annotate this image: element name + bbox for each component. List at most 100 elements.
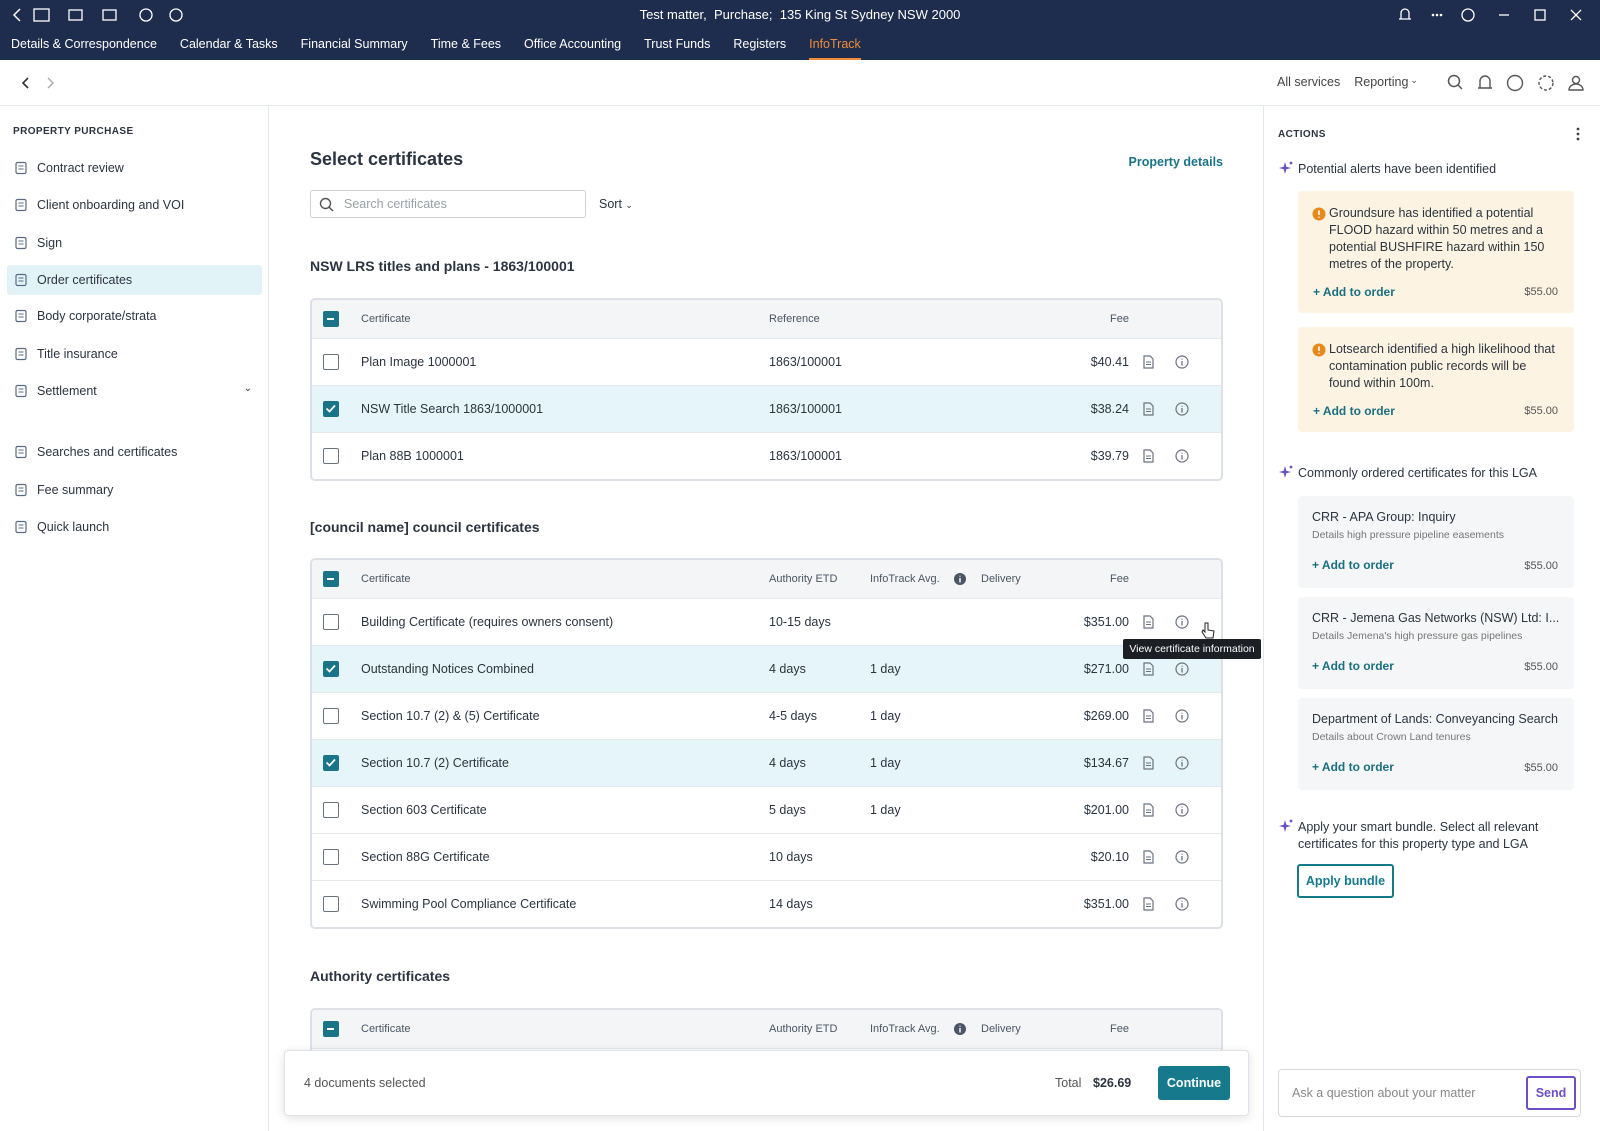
sidebar-item-label: Contract review	[37, 161, 124, 175]
certificate-name: Building Certificate (requires owners co…	[361, 615, 614, 629]
tab[interactable]: Calendar & Tasks	[179, 37, 278, 51]
row-checkbox[interactable]	[323, 755, 339, 771]
row-checkbox[interactable]	[323, 802, 339, 818]
selected-count: 4 documents selected	[304, 1076, 426, 1090]
row-checkbox[interactable]	[323, 448, 339, 464]
suggestion-card: Department of Lands: Conveyancing Search…	[1298, 698, 1574, 790]
sidebar-item[interactable]: Order certificates	[7, 265, 262, 295]
tab[interactable]: Financial Summary	[300, 37, 408, 51]
row-checkbox[interactable]	[323, 896, 339, 912]
sidebar-heading: PROPERTY PURCHASE	[13, 126, 134, 137]
doc-lines	[1146, 408, 1151, 412]
tab[interactable]: Office Accounting	[524, 37, 622, 51]
doc-outline	[1143, 709, 1154, 723]
check-path	[325, 404, 336, 413]
sidebar-item[interactable]: Fee summary	[7, 475, 262, 505]
sidebar-item[interactable]: Searches and certificates	[7, 437, 262, 467]
row-checkbox[interactable]	[323, 849, 339, 865]
add-to-order[interactable]: + Add to order	[1313, 404, 1395, 418]
select-all-checkbox[interactable]	[323, 571, 339, 587]
tab[interactable]: Registers	[733, 37, 787, 51]
nav-arrows[interactable]	[18, 75, 58, 91]
sort-button[interactable]: Sort ⌄	[599, 197, 633, 211]
row-checkbox[interactable]	[323, 708, 339, 724]
top-link[interactable]: Reporting	[1354, 75, 1409, 89]
search-box[interactable]: Search certificates	[310, 190, 586, 218]
add-to-order[interactable]: + Add to order	[1312, 659, 1394, 673]
add-to-order[interactable]: + Add to order	[1313, 285, 1395, 299]
page-title: Select certificates	[310, 149, 464, 169]
certificate-name: Swimming Pool Compliance Certificate	[361, 897, 577, 911]
apply-bundle-button[interactable]: Apply bundle	[1297, 864, 1394, 898]
select-all-checkbox[interactable]	[323, 311, 339, 327]
table-row: Plan Image 1000001 1863/100001 $40.41	[312, 338, 1221, 385]
top-icons	[1447, 74, 1584, 92]
row-checkbox[interactable]	[323, 614, 339, 630]
user-icon[interactable]	[1571, 75, 1581, 85]
info-circle	[1175, 662, 1189, 676]
sidebar-item[interactable]: Sign	[7, 228, 262, 258]
sidebar-item[interactable]: Title insurance	[7, 339, 262, 369]
check-mark	[325, 404, 336, 413]
settings-icon[interactable]	[1538, 75, 1554, 91]
search-placeholder: Search certificates	[344, 197, 447, 211]
property-details-link[interactable]: Property details	[1128, 155, 1223, 169]
maximize-icon	[1534, 9, 1546, 21]
chevron: ⌄	[243, 383, 252, 394]
tab[interactable]: Details & Correspondence	[11, 37, 157, 51]
fee: $201.00	[1083, 803, 1129, 817]
add-to-order[interactable]: + Add to order	[1312, 558, 1394, 572]
doc-outline	[1143, 756, 1154, 770]
add-label: Add to order	[1322, 404, 1395, 418]
nav-icon	[15, 236, 27, 250]
chat-box[interactable]: Ask a question about your matter Send	[1278, 1069, 1581, 1117]
cell-etd: 10 days	[769, 850, 813, 864]
add-to-order[interactable]: + Add to order	[1312, 760, 1394, 774]
sidebar-item[interactable]: Contract review	[7, 153, 262, 183]
suggestion-title: CRR - Jemena Gas Networks (NSW) Ltd: I..…	[1312, 611, 1560, 625]
tab[interactable]: Trust Funds	[644, 37, 711, 51]
help-icon[interactable]	[1506, 74, 1524, 92]
column-header: Certificate	[361, 1023, 411, 1035]
row-checkbox[interactable]	[323, 661, 339, 677]
alert-icon	[1312, 343, 1326, 357]
chevron: ⌄	[1410, 75, 1418, 85]
top-link[interactable]: All services	[1277, 75, 1341, 89]
add-row: + Add to order $55.00	[1313, 404, 1558, 420]
fee: $271.00	[1083, 662, 1129, 676]
sidebar-item-label: Client onboarding and VOI	[37, 198, 185, 212]
tab[interactable]: Time & Fees	[430, 37, 502, 51]
select-all-checkbox[interactable]	[323, 1021, 339, 1037]
nav-lines	[18, 277, 24, 282]
tab[interactable]: InfoTrack	[809, 30, 861, 60]
row-checkbox[interactable]	[323, 401, 339, 417]
doc-icon	[1143, 756, 1154, 770]
cell-etd: 5 days	[769, 803, 806, 817]
forward-arrow[interactable]	[47, 77, 54, 89]
nav-icon	[15, 273, 27, 287]
title-bar: Test matter, Purchase; 135 King St Sydne…	[0, 0, 1600, 30]
search-icon[interactable]	[1447, 74, 1461, 88]
nav-glyph	[15, 347, 27, 361]
certificate-name: Plan Image 1000001	[361, 355, 477, 369]
suggestion-title: CRR - APA Group: Inquiry	[1312, 510, 1456, 524]
cell-etd: 14 days	[769, 897, 813, 911]
sidebar-item-label: Order certificates	[37, 273, 133, 287]
sidebar-item[interactable]: Client onboarding and VOI	[7, 190, 262, 220]
bell-icon[interactable]	[1478, 75, 1492, 89]
table-header: Certificate Authority ETD InfoTrack Avg. De…	[312, 560, 1221, 598]
spark-icon	[1279, 819, 1293, 832]
cursor-hand	[1201, 622, 1215, 639]
cell-etd: 10-15 days	[769, 615, 831, 629]
back-arrow[interactable]	[21, 77, 29, 89]
row-checkbox[interactable]	[323, 354, 339, 370]
sidebar-item[interactable]: Quick launch	[7, 512, 262, 542]
sidebar-item[interactable]: Body corporate/strata	[7, 301, 262, 331]
send-button[interactable]: Send	[1526, 1076, 1576, 1110]
certificate-name: Section 10.7 (2) Certificate	[361, 756, 509, 770]
sidebar-item[interactable]: Settlement ⌄	[7, 376, 262, 406]
more-icon[interactable]	[1575, 126, 1581, 142]
continue-button[interactable]: Continue	[1158, 1066, 1230, 1100]
actions-heading: ACTIONS	[1278, 129, 1326, 140]
